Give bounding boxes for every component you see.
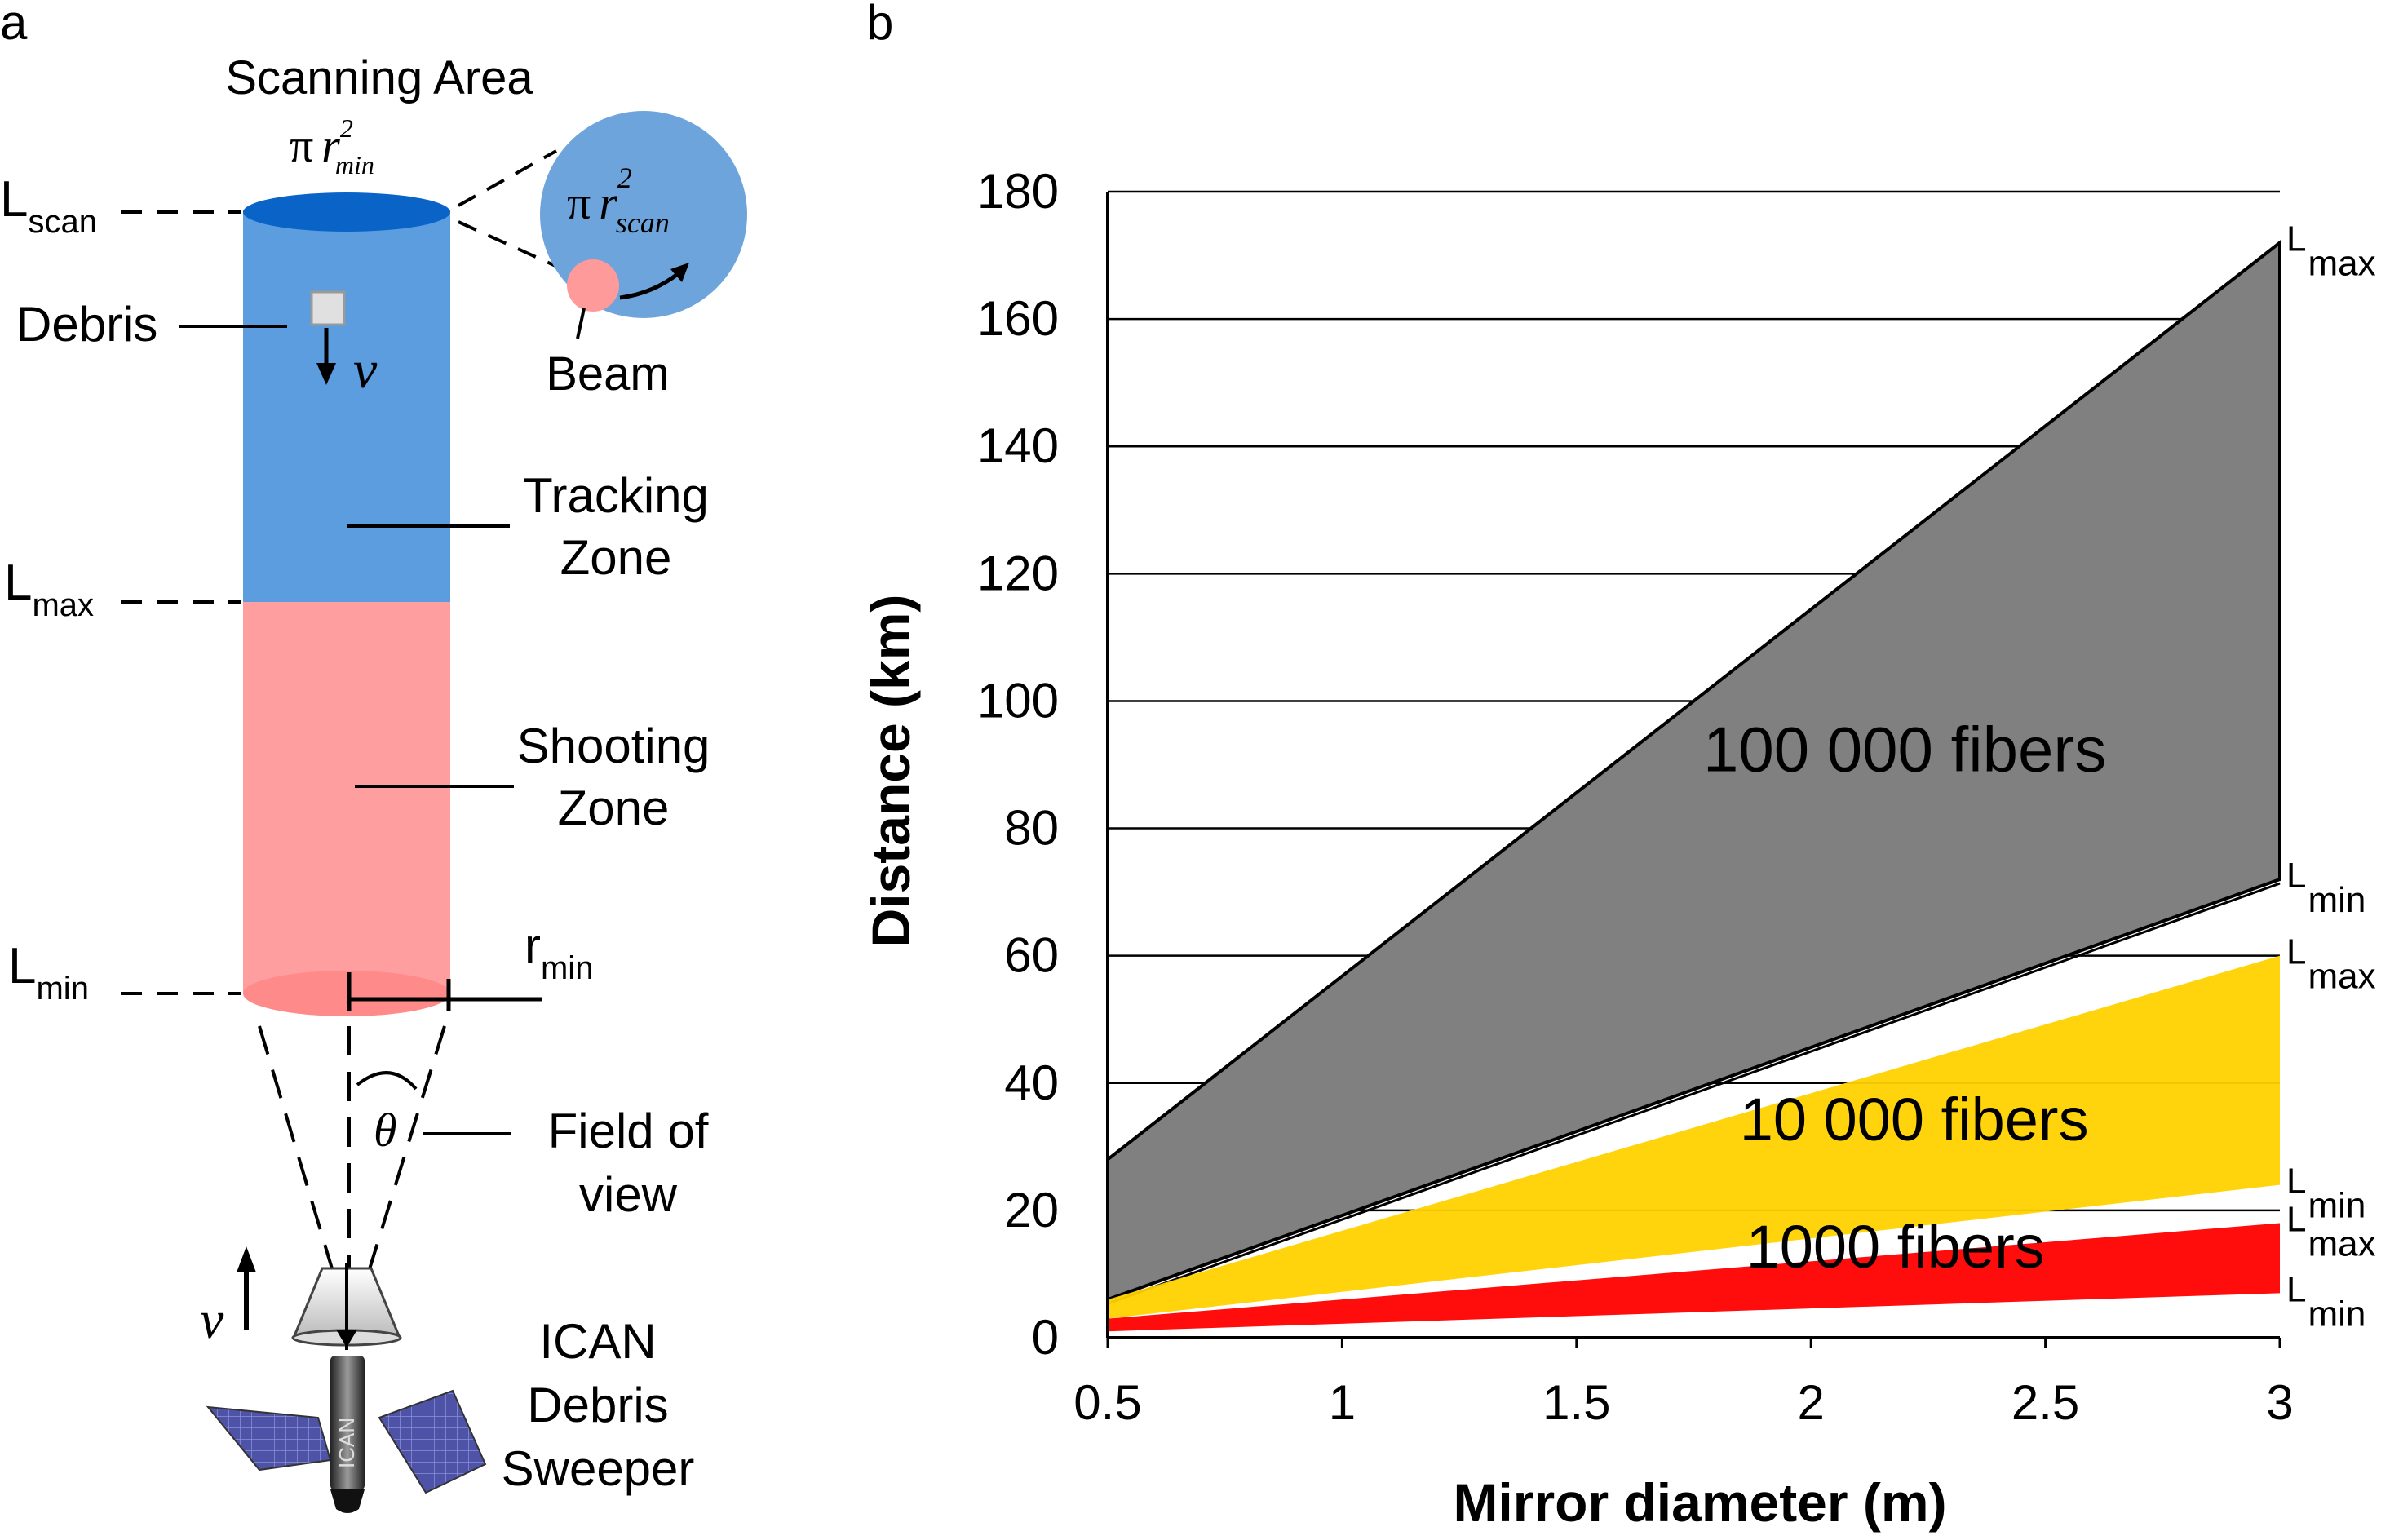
shooting-zone-region bbox=[243, 602, 450, 993]
solar-panel-right bbox=[378, 1389, 487, 1494]
debris-cube bbox=[310, 290, 346, 326]
y-tick-label-8: 160 bbox=[977, 291, 1059, 346]
series-label-2: 1000 fibers bbox=[1746, 1213, 2045, 1281]
edge-label-min-3: Lmin bbox=[2286, 1162, 2366, 1226]
mirror-focus-arrowhead bbox=[336, 1330, 357, 1348]
satellite-velocity-arrowhead bbox=[237, 1246, 256, 1272]
y-tick-label-4: 80 bbox=[1004, 801, 1059, 856]
y-axis-label: Distance (km) bbox=[861, 595, 921, 948]
x-tick-label-5: 3 bbox=[2266, 1375, 2293, 1430]
panel-b-label: b bbox=[866, 0, 893, 50]
debris-velocity-symbol: v bbox=[353, 340, 378, 400]
edge-label-min-1: Lmin bbox=[2286, 856, 2366, 920]
scan-direction-arrow bbox=[619, 272, 680, 300]
x-tick-label-0: 0.5 bbox=[1073, 1375, 1141, 1430]
debris-velocity-arrowhead bbox=[316, 363, 336, 385]
band-lmin-edge bbox=[1107, 882, 2281, 1305]
edge-label-max-4: Lmax bbox=[2286, 1200, 2376, 1264]
cylinder-base-ellipse bbox=[243, 971, 450, 1016]
panel-b-chart: b 0 20 40 60 80 100 120 140 160 180 0.5 1 1.5 2 2.5 3 1… bbox=[861, 0, 2376, 1533]
tracking-zone-label: Tracking Zone bbox=[523, 468, 709, 585]
satellite-body bbox=[330, 1356, 365, 1490]
y-tick-label-0: 0 bbox=[1032, 1310, 1059, 1365]
chart-axes bbox=[1106, 192, 2281, 1348]
label-l-max: Lmax bbox=[4, 555, 94, 623]
satellite-nozzle bbox=[330, 1489, 365, 1513]
y-tick-label-7: 140 bbox=[977, 418, 1059, 473]
debris-label: Debris bbox=[16, 297, 157, 352]
scan-direction-arrowhead bbox=[670, 263, 689, 282]
area-formula-rmin: π r2 min bbox=[290, 113, 374, 179]
chart-tick-labels: 0 20 40 60 80 100 120 140 160 180 0.5 1 1.5 2 2.5 3 bbox=[977, 164, 2294, 1430]
x-tick-label-2: 1.5 bbox=[1542, 1375, 1610, 1430]
y-tick-label-9: 180 bbox=[977, 164, 1059, 219]
shooting-zone-label: Shooting Zone bbox=[517, 719, 710, 835]
x-tick-label-1: 1 bbox=[1329, 1375, 1356, 1430]
label-l-min: Lmin bbox=[8, 938, 89, 1007]
chart-series-labels: 100 000 fibers 10 000 fibers 1000 fibers bbox=[1703, 713, 2106, 1281]
satellite-body-text: ICAN bbox=[334, 1418, 359, 1468]
scan-top-ellipse bbox=[243, 192, 450, 232]
fov-edge-left bbox=[258, 1025, 338, 1283]
band-1000-fibers bbox=[1108, 1223, 2280, 1332]
band-10-000-fibers bbox=[1108, 955, 2280, 1319]
tracking-zone-region bbox=[243, 210, 450, 602]
fov-angle-arc bbox=[356, 1071, 418, 1091]
y-tick-label-2: 40 bbox=[1004, 1055, 1059, 1110]
x-tick-label-3: 2 bbox=[1798, 1375, 1825, 1430]
beam-spot bbox=[567, 259, 619, 312]
satellite-label: ICAN Debris Sweeper bbox=[502, 1314, 695, 1496]
scanning-area-title: Scanning Area bbox=[225, 51, 533, 104]
inset-leader-lower bbox=[458, 220, 564, 271]
rmin-label: rmin bbox=[524, 918, 593, 986]
y-tick-label-1: 20 bbox=[1004, 1183, 1059, 1237]
satellite-velocity-symbol: v bbox=[200, 1290, 224, 1350]
panel-a-label: a bbox=[0, 0, 28, 50]
y-tick-label-3: 60 bbox=[1004, 928, 1059, 983]
edge-label-min-5: Lmin bbox=[2286, 1269, 2366, 1334]
inset-leader-upper bbox=[458, 149, 557, 207]
theta-symbol: θ bbox=[374, 1104, 397, 1157]
beam-label: Beam bbox=[546, 347, 670, 400]
label-l-scan: Lscan bbox=[0, 171, 97, 240]
edge-label-max-2: Lmax bbox=[2286, 932, 2376, 997]
series-label-0: 100 000 fibers bbox=[1703, 713, 2106, 785]
chart-series-bands bbox=[1106, 239, 2281, 1332]
scan-area-formula: π r2 scan bbox=[567, 162, 670, 239]
y-tick-label-6: 120 bbox=[977, 546, 1059, 600]
solar-panel-left bbox=[206, 1405, 332, 1471]
x-tick-label-4: 2.5 bbox=[2011, 1375, 2079, 1430]
field-of-view-label: Field of view bbox=[548, 1104, 709, 1222]
series-label-1: 10 000 fibers bbox=[1740, 1086, 2089, 1153]
panel-a-diagram: a Scanning Area π r2 min Lscan Lmax Lmin π… bbox=[0, 0, 747, 1513]
ican-satellite-icon: ICAN bbox=[206, 1263, 487, 1513]
y-tick-label-5: 100 bbox=[977, 673, 1059, 728]
x-axis-label: Mirror diameter (m) bbox=[1453, 1472, 1946, 1533]
beam-leader bbox=[576, 308, 586, 339]
edge-label-max-0: Lmax bbox=[2286, 219, 2376, 283]
